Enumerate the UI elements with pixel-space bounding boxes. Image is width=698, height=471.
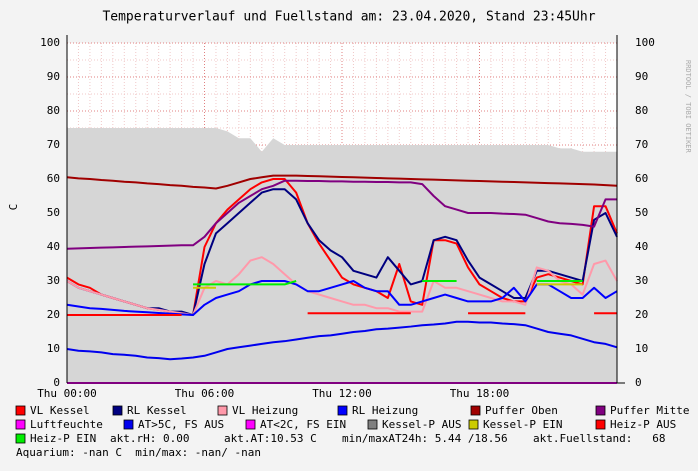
y-tick-label-right: 80 — [635, 104, 648, 117]
y-tick-label: 20 — [47, 308, 60, 321]
x-tick-label: Thu 06:00 — [175, 387, 235, 400]
legend-swatch — [15, 433, 26, 444]
y-tick-label-right: 10 — [635, 342, 648, 355]
legend-swatch — [217, 405, 228, 416]
x-tick-label: Thu 12:00 — [312, 387, 372, 400]
legend-label: RL Kessel — [127, 404, 187, 417]
legend-label: Heiz-P AUS — [610, 418, 676, 431]
legend-label: Kessel-P AUS — [382, 418, 461, 431]
y-tick-label-right: 90 — [635, 70, 648, 83]
y-tick-label: 60 — [47, 172, 60, 185]
legend-label: VL Kessel — [30, 404, 90, 417]
legend-swatch — [15, 405, 26, 416]
legend-swatch — [595, 405, 606, 416]
legend-swatch — [15, 419, 26, 430]
legend-swatch — [595, 419, 606, 430]
legend-note: min/maxAT24h: 5.44 /18.56 — [342, 432, 508, 445]
y-tick-label-right: 60 — [635, 172, 648, 185]
series-line — [67, 312, 617, 316]
legend-swatch — [470, 405, 481, 416]
legend-label: Puffer Mitte — [610, 404, 689, 417]
y-tick-label: 30 — [47, 274, 60, 287]
y-tick-label-right: 100 — [635, 36, 655, 49]
legend-label: VL Heizung — [232, 404, 298, 417]
legend-note: Aquarium: -nan C min/max: -nan/ -nan — [16, 446, 261, 459]
legend-label: AT>5C, FS AUS — [138, 418, 224, 431]
legend-note: akt.AT:10.53 C — [224, 432, 317, 445]
y-tick-label-right: 0 — [635, 376, 642, 389]
legend-label: Luftfeuchte — [30, 418, 103, 431]
series-line — [66, 174, 618, 190]
series-line — [193, 283, 583, 289]
y-tick-label: 40 — [47, 240, 60, 253]
legend: VL Kessel RL Kessel VL Heizung RL Heizung Pu… — [15, 404, 689, 459]
series-line — [66, 320, 618, 361]
legend-swatch — [123, 419, 134, 430]
y-tick-label: 100 — [40, 36, 60, 49]
y-tick-label: 90 — [47, 70, 60, 83]
y-tick-label-right: 30 — [635, 274, 648, 287]
plot — [66, 128, 618, 384]
series-line — [66, 179, 617, 250]
legend-label: Heiz-P EIN — [30, 432, 96, 445]
y-tick-label: 70 — [47, 138, 60, 151]
legend-label: Kessel-P EIN — [483, 418, 562, 431]
legend-label: RL Heizung — [352, 404, 418, 417]
y-tick-label: 50 — [47, 206, 60, 219]
area — [67, 128, 617, 383]
watermark: RRDTOOL / TOBI OETIKER — [684, 60, 692, 154]
legend-swatch — [245, 419, 256, 430]
x-tick-label: Thu 00:00 — [37, 387, 97, 400]
legend-swatch — [112, 405, 123, 416]
y-tick-label-right: 50 — [635, 206, 648, 219]
y-axis-label: C — [7, 204, 20, 211]
axes: 0 0 10 10 20 20 30 30 40 40 50 50 60 60 70 70 80 80 90 90 10… — [37, 35, 655, 400]
series-line — [66, 256, 618, 316]
legend-note: akt.Fuellstand: 68 — [533, 432, 665, 445]
chart-title: Temperaturverlauf und Fuellstand am: 23.… — [102, 10, 595, 25]
y-tick-label-right: 70 — [635, 138, 648, 151]
y-tick-label: 0 — [53, 376, 60, 389]
y-tick-label: 80 — [47, 104, 60, 117]
series-line — [66, 280, 618, 316]
y-tick-label-right: 20 — [635, 308, 648, 321]
legend-label: Puffer Oben — [485, 404, 558, 417]
y-tick-label: 10 — [47, 342, 60, 355]
legend-note: akt.rH: 0.00 — [110, 432, 189, 445]
y-tick-label-right: 40 — [635, 240, 648, 253]
legend-label: AT<2C, FS EIN — [260, 418, 346, 431]
series-line — [193, 280, 583, 286]
series-line — [66, 188, 618, 316]
legend-swatch — [468, 419, 479, 430]
legend-swatch — [337, 405, 348, 416]
legend-swatch — [367, 419, 378, 430]
x-tick-label: Thu 18:00 — [450, 387, 510, 400]
